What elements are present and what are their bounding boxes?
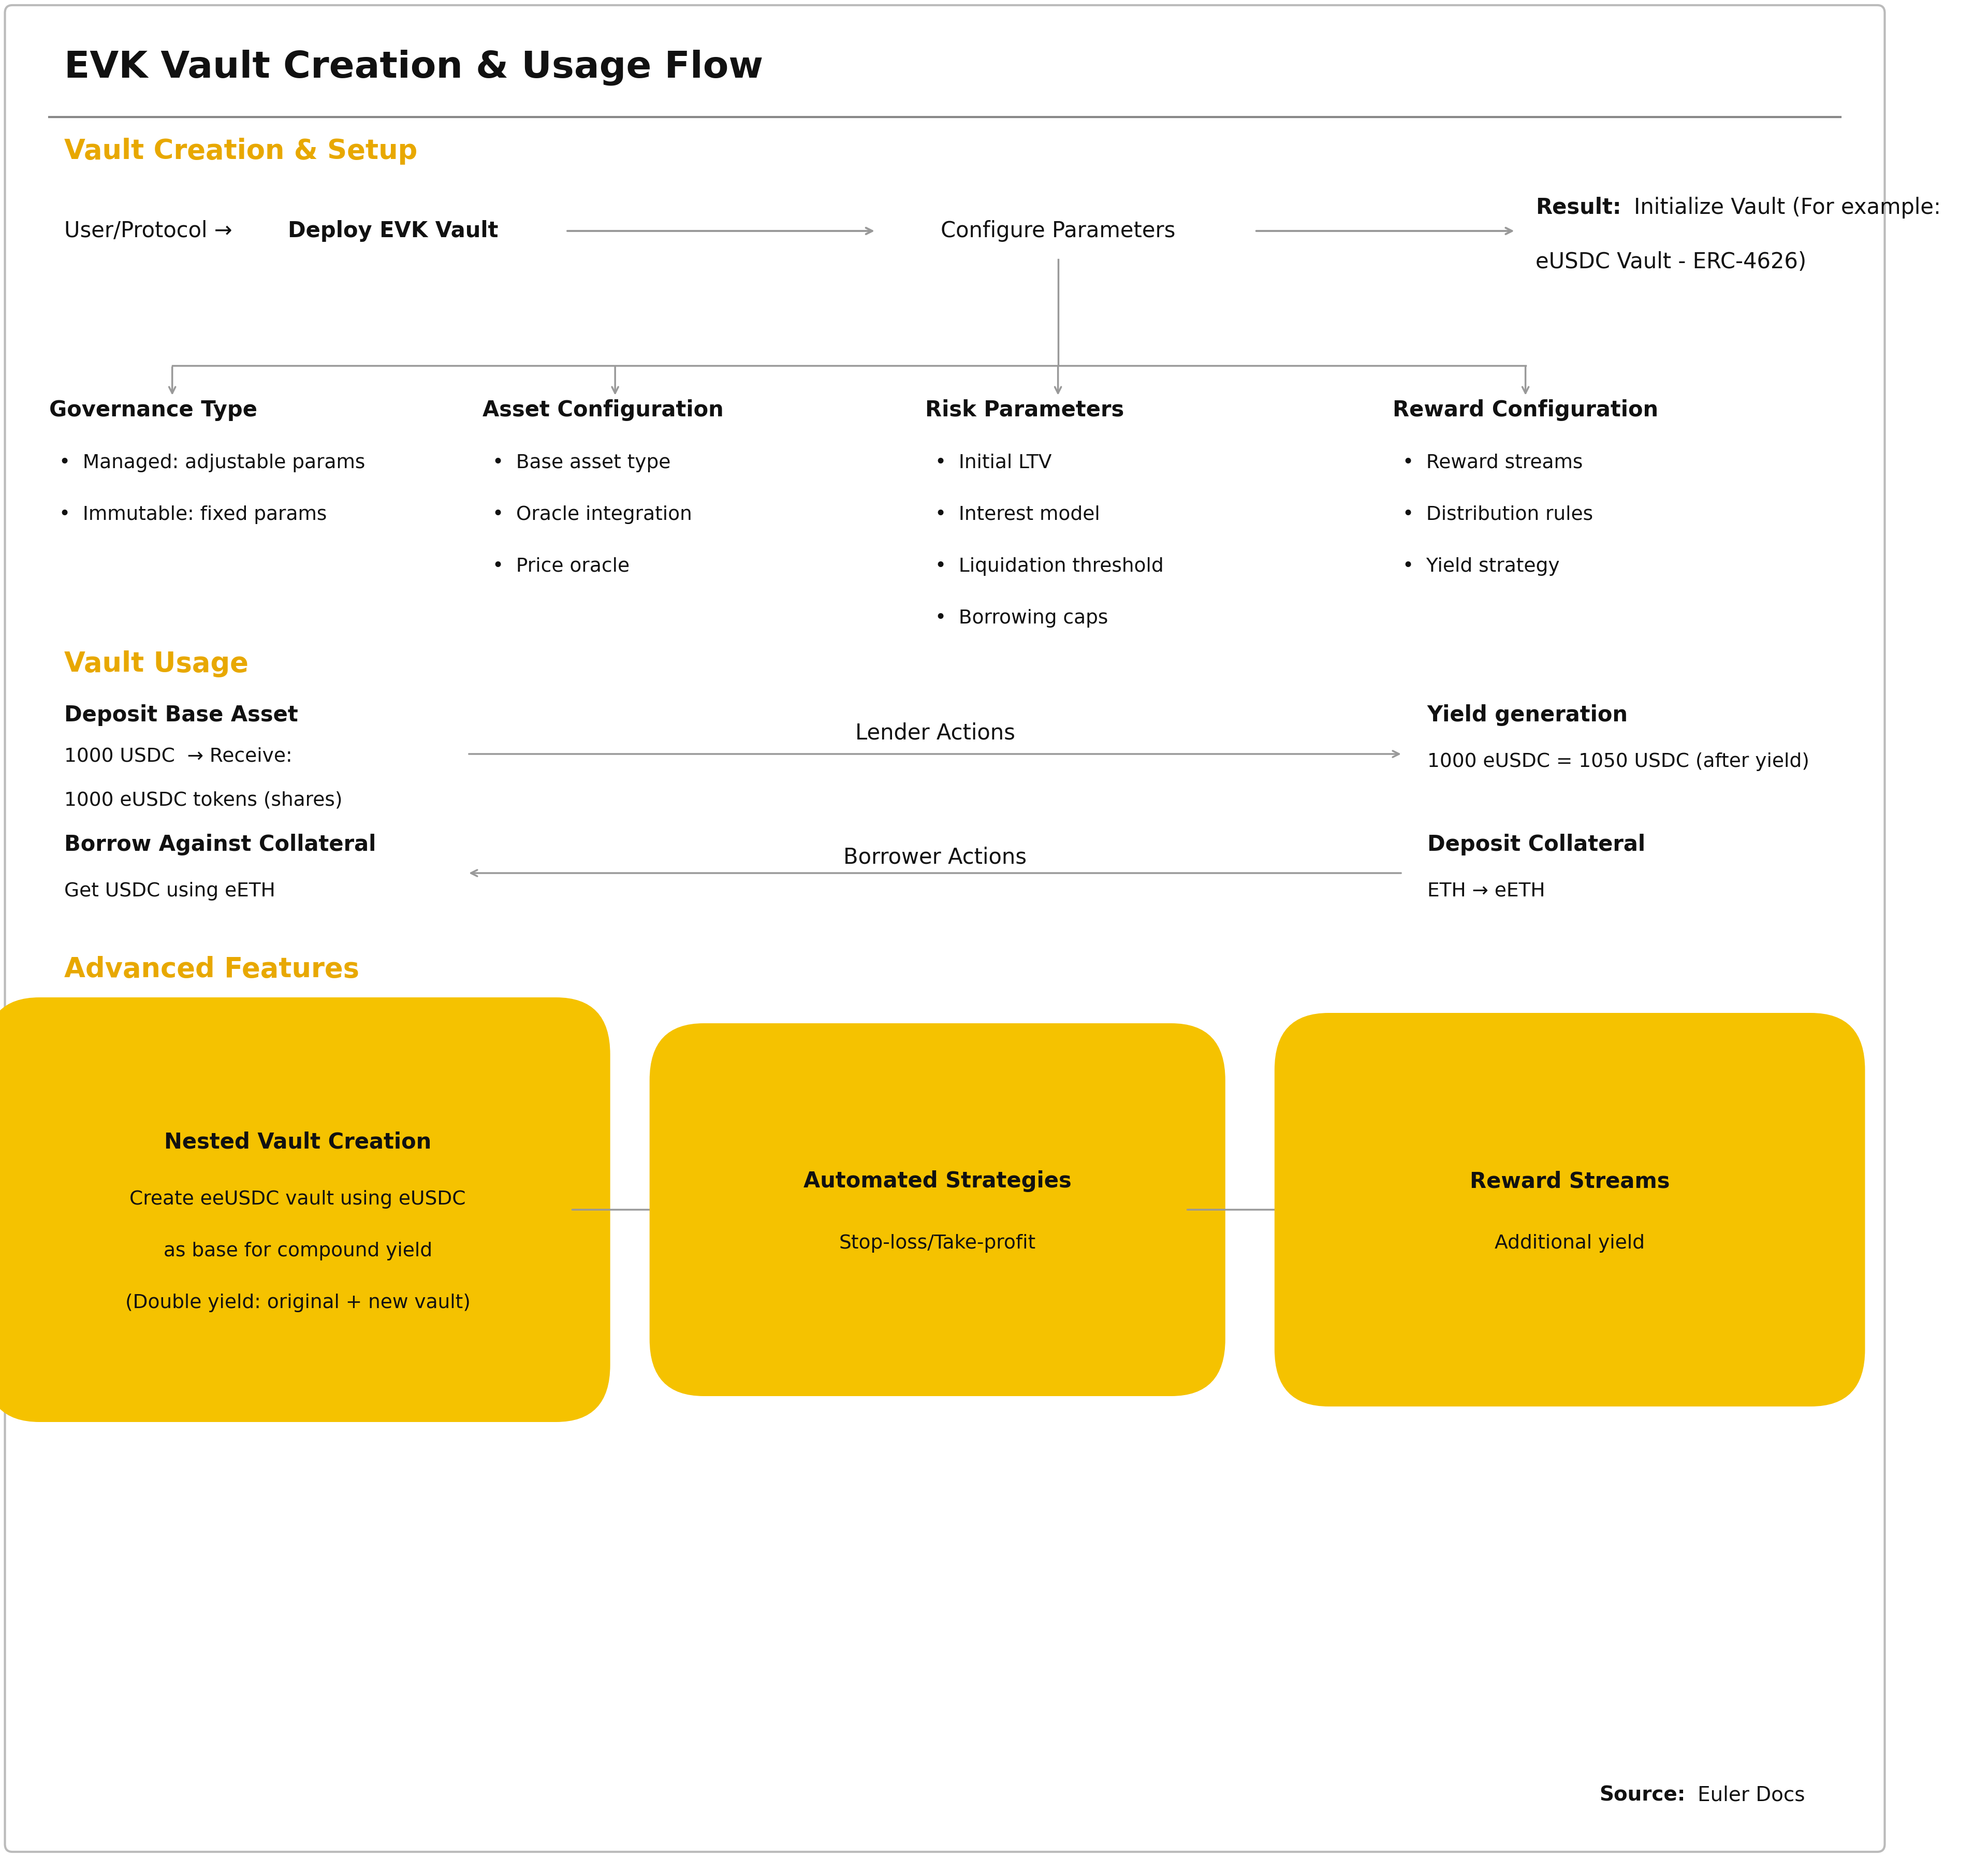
Text: •  Reward streams: • Reward streams (1402, 453, 1582, 472)
Text: eUSDC Vault - ERC-4626): eUSDC Vault - ERC-4626) (1535, 251, 1807, 273)
Text: Asset Configuration: Asset Configuration (483, 399, 724, 422)
Text: Governance Type: Governance Type (50, 399, 256, 422)
Text: •  Oracle integration: • Oracle integration (493, 505, 692, 524)
Text: •  Managed: adjustable params: • Managed: adjustable params (60, 453, 366, 472)
Text: Result:: Result: (1535, 197, 1620, 219)
Text: 1000 eUSDC = 1050 USDC (after yield): 1000 eUSDC = 1050 USDC (after yield) (1427, 752, 1809, 771)
Text: Yield generation: Yield generation (1427, 704, 1628, 726)
Text: •  Immutable: fixed params: • Immutable: fixed params (60, 505, 326, 524)
Text: as base for compound yield: as base for compound yield (163, 1242, 431, 1261)
Text: Initialize Vault (For example:: Initialize Vault (For example: (1634, 197, 1940, 219)
Text: Source:: Source: (1598, 1785, 1686, 1805)
FancyBboxPatch shape (1274, 1012, 1865, 1406)
FancyBboxPatch shape (0, 997, 610, 1422)
Text: •  Base asset type: • Base asset type (493, 453, 670, 472)
Text: Nested Vault Creation: Nested Vault Creation (165, 1131, 431, 1153)
Text: Vault Usage: Vault Usage (64, 650, 248, 678)
Text: 1000 eUSDC tokens (shares): 1000 eUSDC tokens (shares) (64, 791, 342, 810)
Text: (Double yield: original + new vault): (Double yield: original + new vault) (125, 1294, 471, 1313)
Text: Stop-loss/Take-profit: Stop-loss/Take-profit (839, 1235, 1036, 1253)
Text: Deposit Collateral: Deposit Collateral (1427, 834, 1646, 856)
Text: Lender Actions: Lender Actions (855, 722, 1016, 745)
Text: •  Liquidation threshold: • Liquidation threshold (934, 557, 1163, 576)
Text: Borrower Actions: Borrower Actions (843, 847, 1026, 869)
Text: •  Price oracle: • Price oracle (493, 557, 630, 576)
Text: Deposit Base Asset: Deposit Base Asset (64, 704, 298, 726)
Text: •  Borrowing caps: • Borrowing caps (934, 609, 1107, 628)
Text: ETH → eETH: ETH → eETH (1427, 882, 1545, 901)
Text: •  Distribution rules: • Distribution rules (1402, 505, 1592, 524)
FancyBboxPatch shape (650, 1023, 1225, 1396)
Text: •  Yield strategy: • Yield strategy (1402, 557, 1561, 576)
Text: Additional yield: Additional yield (1495, 1235, 1644, 1253)
FancyBboxPatch shape (4, 6, 1885, 1851)
Text: Reward Configuration: Reward Configuration (1394, 399, 1658, 422)
Text: Automated Strategies: Automated Strategies (803, 1170, 1072, 1192)
Text: •  Interest model: • Interest model (934, 505, 1099, 524)
Text: EVK Vault Creation & Usage Flow: EVK Vault Creation & Usage Flow (64, 50, 763, 85)
Text: Deploy EVK Vault: Deploy EVK Vault (288, 221, 499, 241)
Text: Reward Streams: Reward Streams (1469, 1170, 1670, 1192)
Text: Advanced Features: Advanced Features (64, 956, 360, 982)
Text: Risk Parameters: Risk Parameters (924, 399, 1123, 422)
Text: Borrow Against Collateral: Borrow Against Collateral (64, 834, 376, 856)
Text: Euler Docs: Euler Docs (1698, 1785, 1805, 1805)
Text: 1000 USDC  → Receive:: 1000 USDC → Receive: (64, 747, 292, 765)
Text: •  Initial LTV: • Initial LTV (934, 453, 1052, 472)
Text: User/Protocol →: User/Protocol → (64, 221, 239, 241)
Text: Vault Creation & Setup: Vault Creation & Setup (64, 137, 417, 165)
Text: Get USDC using eETH: Get USDC using eETH (64, 882, 274, 901)
Text: Create eeUSDC vault using eUSDC: Create eeUSDC vault using eUSDC (129, 1190, 465, 1209)
Text: Configure Parameters: Configure Parameters (940, 221, 1175, 241)
